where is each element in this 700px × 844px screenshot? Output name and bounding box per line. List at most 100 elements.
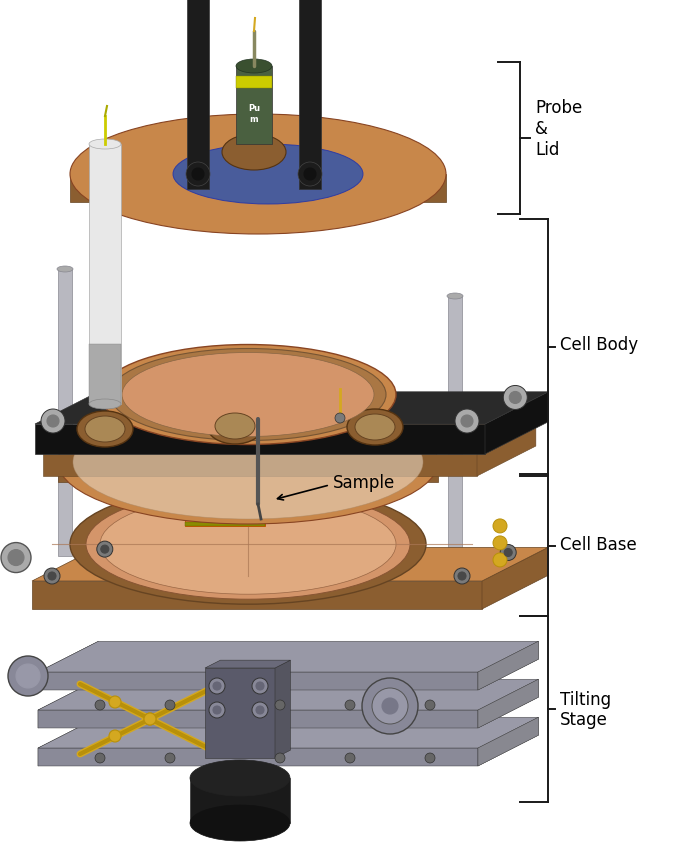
Circle shape <box>256 682 264 690</box>
Ellipse shape <box>89 399 121 409</box>
Circle shape <box>213 706 221 714</box>
Circle shape <box>8 657 48 696</box>
Text: Probe
&
Lid: Probe & Lid <box>535 99 582 159</box>
Polygon shape <box>38 641 99 690</box>
Polygon shape <box>478 679 538 728</box>
Polygon shape <box>478 717 538 766</box>
Polygon shape <box>190 778 290 823</box>
Bar <box>299 0 321 190</box>
Ellipse shape <box>86 490 410 599</box>
Circle shape <box>1 543 31 573</box>
Circle shape <box>345 701 355 710</box>
Ellipse shape <box>207 408 263 445</box>
Text: Tilting
Stage: Tilting Stage <box>560 690 611 728</box>
Bar <box>236 67 272 145</box>
Ellipse shape <box>347 409 403 446</box>
Circle shape <box>44 568 60 584</box>
Ellipse shape <box>100 495 396 594</box>
Ellipse shape <box>190 805 290 841</box>
Circle shape <box>209 679 225 694</box>
Circle shape <box>97 542 113 557</box>
Circle shape <box>425 753 435 763</box>
Ellipse shape <box>110 349 386 441</box>
Polygon shape <box>38 679 99 728</box>
Circle shape <box>102 387 113 400</box>
Polygon shape <box>32 548 548 582</box>
Circle shape <box>209 702 225 718</box>
Ellipse shape <box>190 760 290 796</box>
Text: Cell Body: Cell Body <box>560 336 638 354</box>
Circle shape <box>144 713 156 725</box>
Circle shape <box>109 730 121 742</box>
Polygon shape <box>58 463 438 483</box>
Circle shape <box>252 679 268 694</box>
Polygon shape <box>275 660 290 758</box>
Polygon shape <box>38 717 538 748</box>
Polygon shape <box>38 710 478 728</box>
Polygon shape <box>205 660 290 668</box>
Ellipse shape <box>70 115 446 235</box>
Circle shape <box>493 519 507 533</box>
Circle shape <box>503 386 527 410</box>
Polygon shape <box>478 641 538 690</box>
Circle shape <box>345 753 355 763</box>
Bar <box>58 270 72 556</box>
Bar <box>187 0 209 190</box>
Circle shape <box>96 381 120 406</box>
Polygon shape <box>185 474 265 526</box>
Polygon shape <box>32 582 482 609</box>
Bar <box>448 296 462 561</box>
Bar <box>236 77 272 89</box>
Polygon shape <box>38 717 99 766</box>
Polygon shape <box>478 641 538 690</box>
Circle shape <box>47 415 59 428</box>
Ellipse shape <box>215 414 255 440</box>
Text: Sample: Sample <box>333 473 395 491</box>
Ellipse shape <box>70 484 426 604</box>
Circle shape <box>372 688 408 724</box>
Polygon shape <box>89 344 121 404</box>
Circle shape <box>256 706 264 714</box>
Circle shape <box>454 568 470 584</box>
Ellipse shape <box>222 135 286 170</box>
Circle shape <box>500 545 516 560</box>
Circle shape <box>493 554 507 567</box>
Circle shape <box>16 664 40 688</box>
Polygon shape <box>38 641 538 672</box>
Circle shape <box>109 696 121 708</box>
Ellipse shape <box>57 267 73 273</box>
Circle shape <box>252 702 268 718</box>
Polygon shape <box>35 392 548 425</box>
Circle shape <box>298 163 322 187</box>
Ellipse shape <box>447 294 463 300</box>
Circle shape <box>510 392 522 404</box>
Polygon shape <box>205 668 275 758</box>
Ellipse shape <box>173 145 363 205</box>
Polygon shape <box>89 145 121 404</box>
Ellipse shape <box>73 405 423 519</box>
Polygon shape <box>482 548 548 609</box>
Text: Pu
m: Pu m <box>248 104 260 123</box>
Polygon shape <box>35 425 485 454</box>
Polygon shape <box>478 679 538 728</box>
Text: Cell Base: Cell Base <box>560 535 637 554</box>
Circle shape <box>101 545 108 554</box>
Circle shape <box>95 753 105 763</box>
Polygon shape <box>477 425 536 476</box>
Polygon shape <box>43 425 536 454</box>
Polygon shape <box>478 717 538 766</box>
Circle shape <box>458 572 466 581</box>
Circle shape <box>275 753 285 763</box>
Circle shape <box>455 409 479 434</box>
Circle shape <box>213 682 221 690</box>
Polygon shape <box>38 672 478 690</box>
Ellipse shape <box>355 414 395 441</box>
Ellipse shape <box>85 416 125 442</box>
Circle shape <box>192 169 204 181</box>
Circle shape <box>382 698 398 714</box>
Polygon shape <box>270 490 280 511</box>
Circle shape <box>493 536 507 550</box>
Circle shape <box>275 701 285 710</box>
Ellipse shape <box>236 60 272 74</box>
Circle shape <box>165 753 175 763</box>
